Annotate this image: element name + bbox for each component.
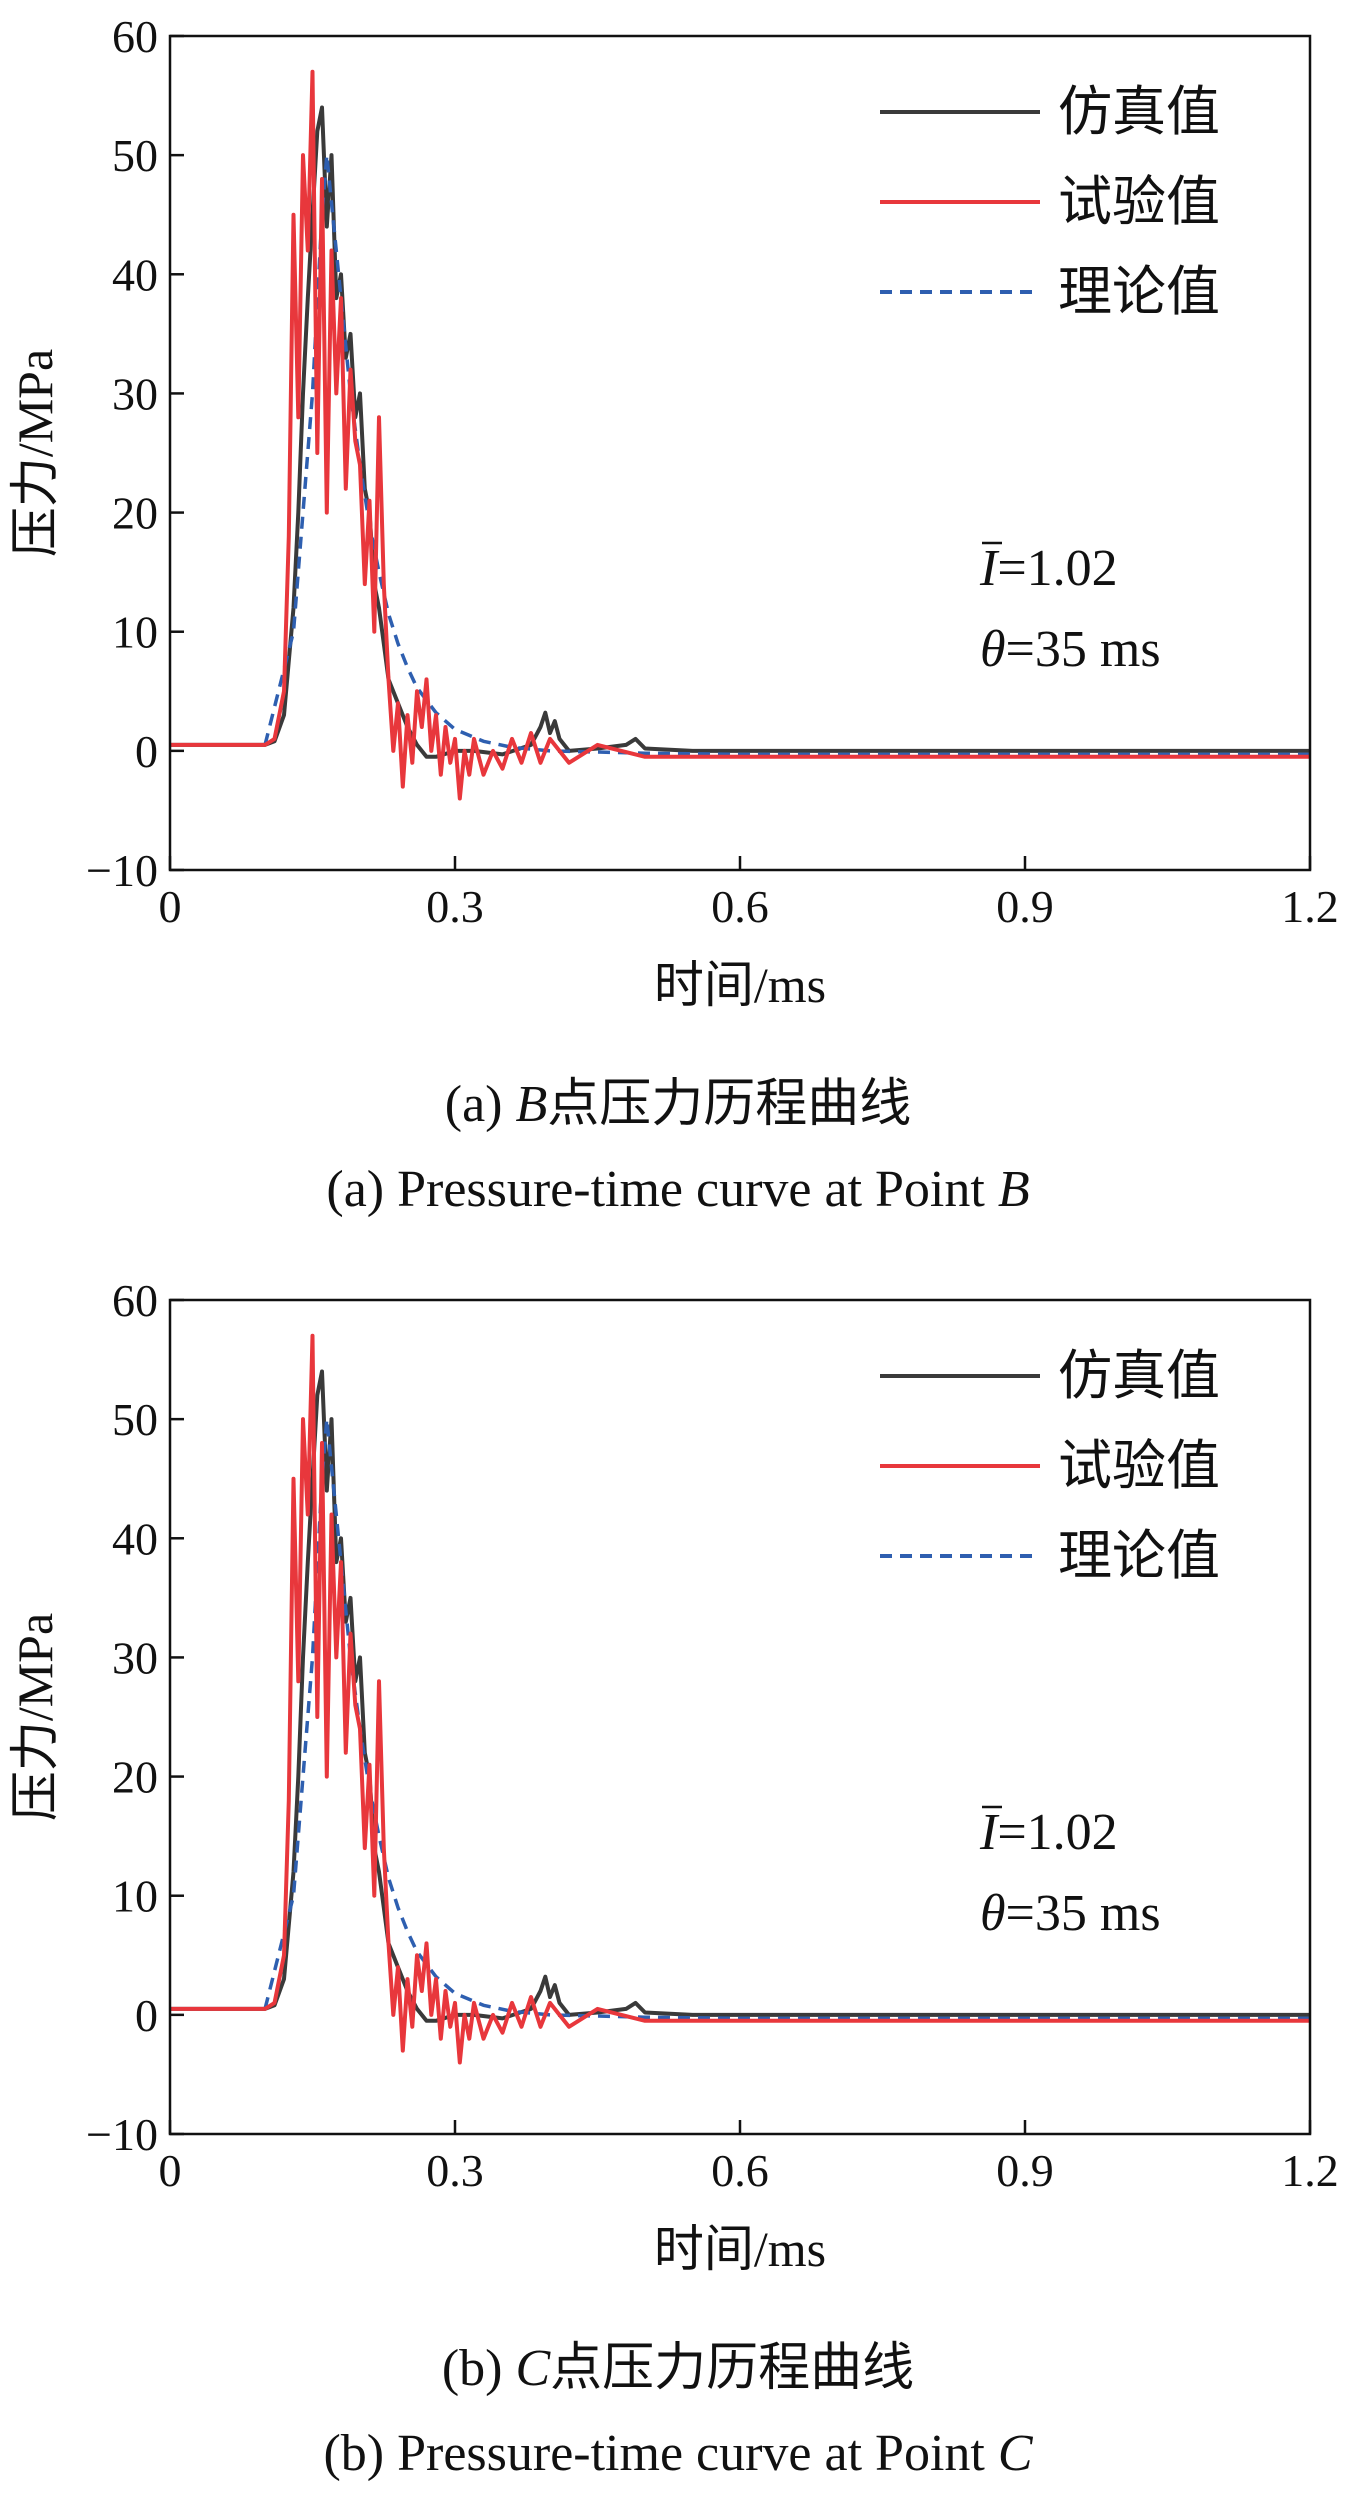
chart-b-svg: 0 0.3 0.6 0.9 1.2−100102030405060时间/ms压力/MPa… [7, 1275, 1339, 2277]
chart-a-y-tick-label: 0 [135, 726, 158, 777]
chart-a-y-tick-label: 10 [112, 607, 158, 658]
chart-b-annotation-i-value: =1.02 [997, 1804, 1117, 1861]
chart-a-y-axis-title: 压力/MPa [7, 349, 63, 557]
chart-b-legend-label-0: 仿真值 [1058, 1346, 1220, 1406]
chart-b-y-tick-label: 10 [112, 1871, 158, 1922]
chart-a-svg: 0 0.3 0.6 0.9 1.2−100102030405060时间/ms压力/MPa… [7, 11, 1339, 1013]
chart-a-series-line-1 [170, 69, 1310, 801]
chart-a-annotation-i-symbol: I [979, 540, 1000, 597]
chart-a-x-axis-title: 时间/ms [654, 957, 826, 1013]
caption-a-en: (a) Pressure-time curve at Point B [326, 1161, 1030, 1218]
chart-b-x-tick-label: 0.9 [996, 2145, 1054, 2196]
chart-b-y-tick-label: 20 [112, 1752, 158, 1803]
chart-a-y-tick-label: 20 [112, 488, 158, 539]
chart-b-legend-label-2: 理论值 [1058, 1526, 1220, 1586]
chart-a-legend-label-2: 理论值 [1058, 262, 1220, 322]
caption-b-en: (b) Pressure-time curve at Point C [323, 2425, 1033, 2482]
chart-b-series-line-2 [263, 1417, 1310, 2021]
chart-a-plot-frame [168, 34, 1312, 872]
chart-b-y-tick-label: 50 [112, 1394, 158, 1445]
chart-b-y-tick-label: 0 [135, 1990, 158, 2041]
chart-a-y-tick-label: 50 [112, 130, 158, 181]
chart-a-annotation-i: I=1.02 [979, 540, 1118, 597]
chart-panel-b: 0 0.3 0.6 0.9 1.2 −10 0 10 20 30 40 50 60 时间/ms 压力/MPa… [0, 1264, 1356, 2514]
chart-a-y-tick-label: 60 [112, 11, 158, 62]
chart-b-legend-label-1: 试验值 [1058, 1436, 1220, 1496]
chart-b-annotation-i-symbol: I [979, 1804, 1000, 1861]
chart-b-annotation-i: I=1.02 [979, 1804, 1118, 1861]
chart-b-x-tick-label: 0.3 [426, 2145, 484, 2196]
chart-b-y-tick-label: 30 [112, 1632, 158, 1683]
chart-a-legend-label-1: 试验值 [1058, 172, 1220, 232]
caption-a-cn: (a) B点压力历程曲线 [444, 1076, 912, 1133]
chart-a-x-tick-label: 0.6 [711, 881, 769, 932]
chart-b-x-tick-label: 0.6 [711, 2145, 769, 2196]
chart-a-legend-label-0: 仿真值 [1058, 82, 1220, 142]
chart-a-y-tick-label: 30 [112, 368, 158, 419]
chart-b-y-axis-title: 压力/MPa [7, 1613, 63, 1821]
chart-b-series-line-1 [170, 1333, 1310, 2065]
chart-b-y-tick-label: 40 [112, 1513, 158, 1564]
chart-b-y-tick-label: 60 [112, 1275, 158, 1326]
chart-b-x-tick-label: 0 [159, 2145, 182, 2196]
chart-a-x-tick-label: 0 [159, 881, 182, 932]
chart-panel-a: 0 0.3 0.6 0.9 1.2 −10 0 10 20 30 40 50 60 时间/ms 压力/MPa… [0, 0, 1356, 1250]
chart-a-x-tick-label: 0.3 [426, 881, 484, 932]
chart-b-annotation-theta-symbol: θ [980, 1885, 1006, 1942]
chart-b-plot-frame [168, 1298, 1312, 2136]
chart-b-annotation-theta: θ=35 ms [980, 1885, 1161, 1942]
chart-a-annotation-i-value: =1.02 [997, 540, 1117, 597]
chart-a-annotation-theta-symbol: θ [980, 621, 1006, 678]
caption-b-cn: (b) C点压力历程曲线 [441, 2340, 915, 2397]
chart-b-y-tick-label: −10 [86, 2109, 158, 2160]
chart-a-x-tick-label: 1.2 [1281, 881, 1339, 932]
chart-b-annotation-theta-value: =35 ms [1006, 1885, 1161, 1942]
chart-a-annotation-theta: θ=35 ms [980, 621, 1161, 678]
chart-a-y-tick-label: 40 [112, 249, 158, 300]
chart-a-x-tick-label: 0.9 [996, 881, 1054, 932]
chart-a-y-tick-label: −10 [86, 845, 158, 896]
chart-a-series-line-2 [263, 153, 1310, 757]
chart-b-x-tick-label: 1.2 [1281, 2145, 1339, 2196]
chart-a-annotation-theta-value: =35 ms [1006, 621, 1161, 678]
chart-b-x-axis-title: 时间/ms [654, 2221, 826, 2277]
